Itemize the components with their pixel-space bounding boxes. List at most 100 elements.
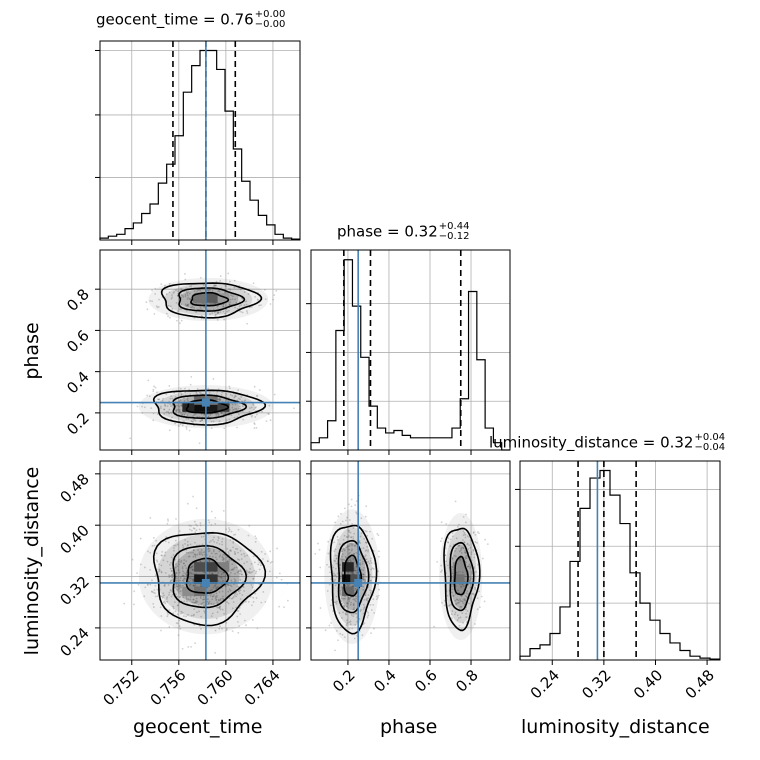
sample-point	[217, 606, 220, 609]
sample-point	[352, 571, 354, 574]
histogram-bin	[192, 66, 200, 240]
sample-point	[190, 525, 192, 527]
sample-point	[347, 602, 350, 605]
sample-point	[465, 557, 468, 560]
histogram-luminosity-distance: 0.24 0.32 0.40 0.48	[515, 460, 721, 702]
sample-point	[358, 563, 361, 566]
sample-point	[156, 560, 159, 563]
sample-point	[350, 543, 353, 545]
sample-point	[347, 545, 349, 548]
sample-point	[337, 639, 339, 642]
sample-point	[182, 570, 184, 573]
histogram-bin	[630, 573, 640, 660]
sample-point	[200, 603, 203, 605]
sample-point	[215, 596, 218, 598]
histogram-bin	[142, 213, 150, 240]
sample-point	[185, 290, 188, 293]
sample-point	[187, 400, 190, 402]
density-cell	[452, 574, 465, 584]
sample-point	[234, 298, 236, 301]
x-tick-label: 0.760	[194, 666, 237, 709]
sample-point	[229, 288, 232, 291]
sample-point	[194, 541, 196, 544]
sample-point	[347, 548, 350, 551]
sample-point	[171, 397, 174, 400]
sample-point	[378, 550, 380, 553]
sample-point	[200, 314, 203, 317]
sample-point	[344, 597, 346, 600]
sample-point	[347, 584, 350, 587]
sample-point	[164, 602, 167, 605]
sample-point	[194, 419, 197, 422]
sample-point	[234, 403, 237, 406]
sample-point	[192, 421, 194, 423]
sample-point	[239, 613, 242, 615]
sample-point	[333, 601, 336, 604]
sample-point	[280, 578, 283, 581]
sample-point	[187, 613, 190, 616]
sample-point	[216, 412, 219, 415]
sample-point	[334, 567, 337, 570]
sample-point	[164, 583, 166, 586]
sample-point	[468, 602, 470, 605]
sample-point	[236, 571, 239, 574]
sample-point	[247, 600, 250, 603]
histogram-bin	[158, 183, 166, 240]
sample-point	[192, 598, 195, 601]
sample-point	[199, 560, 202, 563]
sample-point	[346, 560, 349, 563]
sample-point	[474, 541, 477, 543]
sample-point	[190, 529, 193, 532]
sample-point	[212, 549, 215, 551]
sample-point	[451, 557, 454, 560]
sample-point	[182, 420, 185, 423]
sample-point	[461, 583, 463, 586]
sample-point	[191, 565, 194, 568]
sample-point	[185, 600, 188, 603]
sample-point	[181, 288, 183, 291]
sample-point	[364, 580, 366, 583]
sample-point	[174, 422, 177, 425]
sample-point	[362, 589, 365, 591]
sample-point	[202, 596, 205, 599]
sample-point	[362, 547, 365, 550]
sample-point	[162, 559, 165, 562]
sample-point	[346, 571, 348, 574]
sample-point	[352, 615, 355, 618]
sample-point	[329, 604, 332, 607]
sample-point	[176, 588, 179, 591]
sample-point	[460, 546, 463, 549]
sample-point	[156, 398, 159, 401]
histogram-bin	[361, 357, 369, 450]
sample-point	[146, 308, 149, 311]
sample-point	[342, 548, 345, 551]
sample-point	[214, 595, 217, 598]
sample-point	[479, 606, 481, 609]
sample-point	[352, 602, 355, 605]
sample-point	[178, 408, 181, 411]
sample-point	[232, 541, 235, 544]
title-luminosity-distance: luminosity_distance = 0.32 +0.04 −0.04	[489, 432, 726, 453]
sample-point	[212, 593, 215, 596]
sample-point	[227, 309, 230, 312]
sample-point	[216, 611, 219, 614]
sample-point	[328, 583, 331, 586]
sample-point	[341, 555, 343, 558]
sample-point	[136, 572, 138, 574]
sample-point	[219, 399, 221, 402]
density-cell	[217, 402, 230, 412]
sample-point	[214, 314, 217, 317]
sample-point	[223, 427, 226, 430]
sample-point	[343, 604, 346, 607]
sample-point	[181, 567, 184, 570]
sample-point	[454, 611, 457, 614]
sample-point	[465, 596, 468, 598]
sample-point	[178, 571, 181, 574]
sample-point	[229, 539, 232, 541]
sample-point	[174, 566, 177, 569]
sample-point	[226, 583, 229, 586]
sample-point	[342, 611, 344, 614]
sample-point	[211, 572, 213, 575]
sample-point	[137, 583, 140, 586]
histogram-bin	[275, 234, 283, 240]
